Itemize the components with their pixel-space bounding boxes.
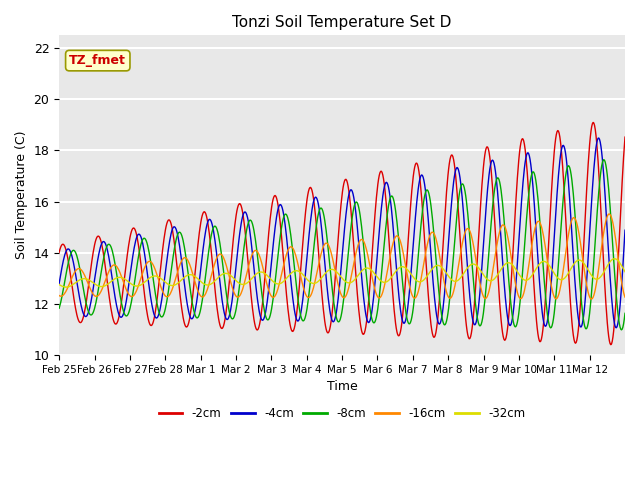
Title: Tonzi Soil Temperature Set D: Tonzi Soil Temperature Set D <box>232 15 452 30</box>
Y-axis label: Soil Temperature (C): Soil Temperature (C) <box>15 131 28 259</box>
Text: TZ_fmet: TZ_fmet <box>69 54 126 67</box>
X-axis label: Time: Time <box>326 380 358 393</box>
Legend: -2cm, -4cm, -8cm, -16cm, -32cm: -2cm, -4cm, -8cm, -16cm, -32cm <box>154 402 530 425</box>
